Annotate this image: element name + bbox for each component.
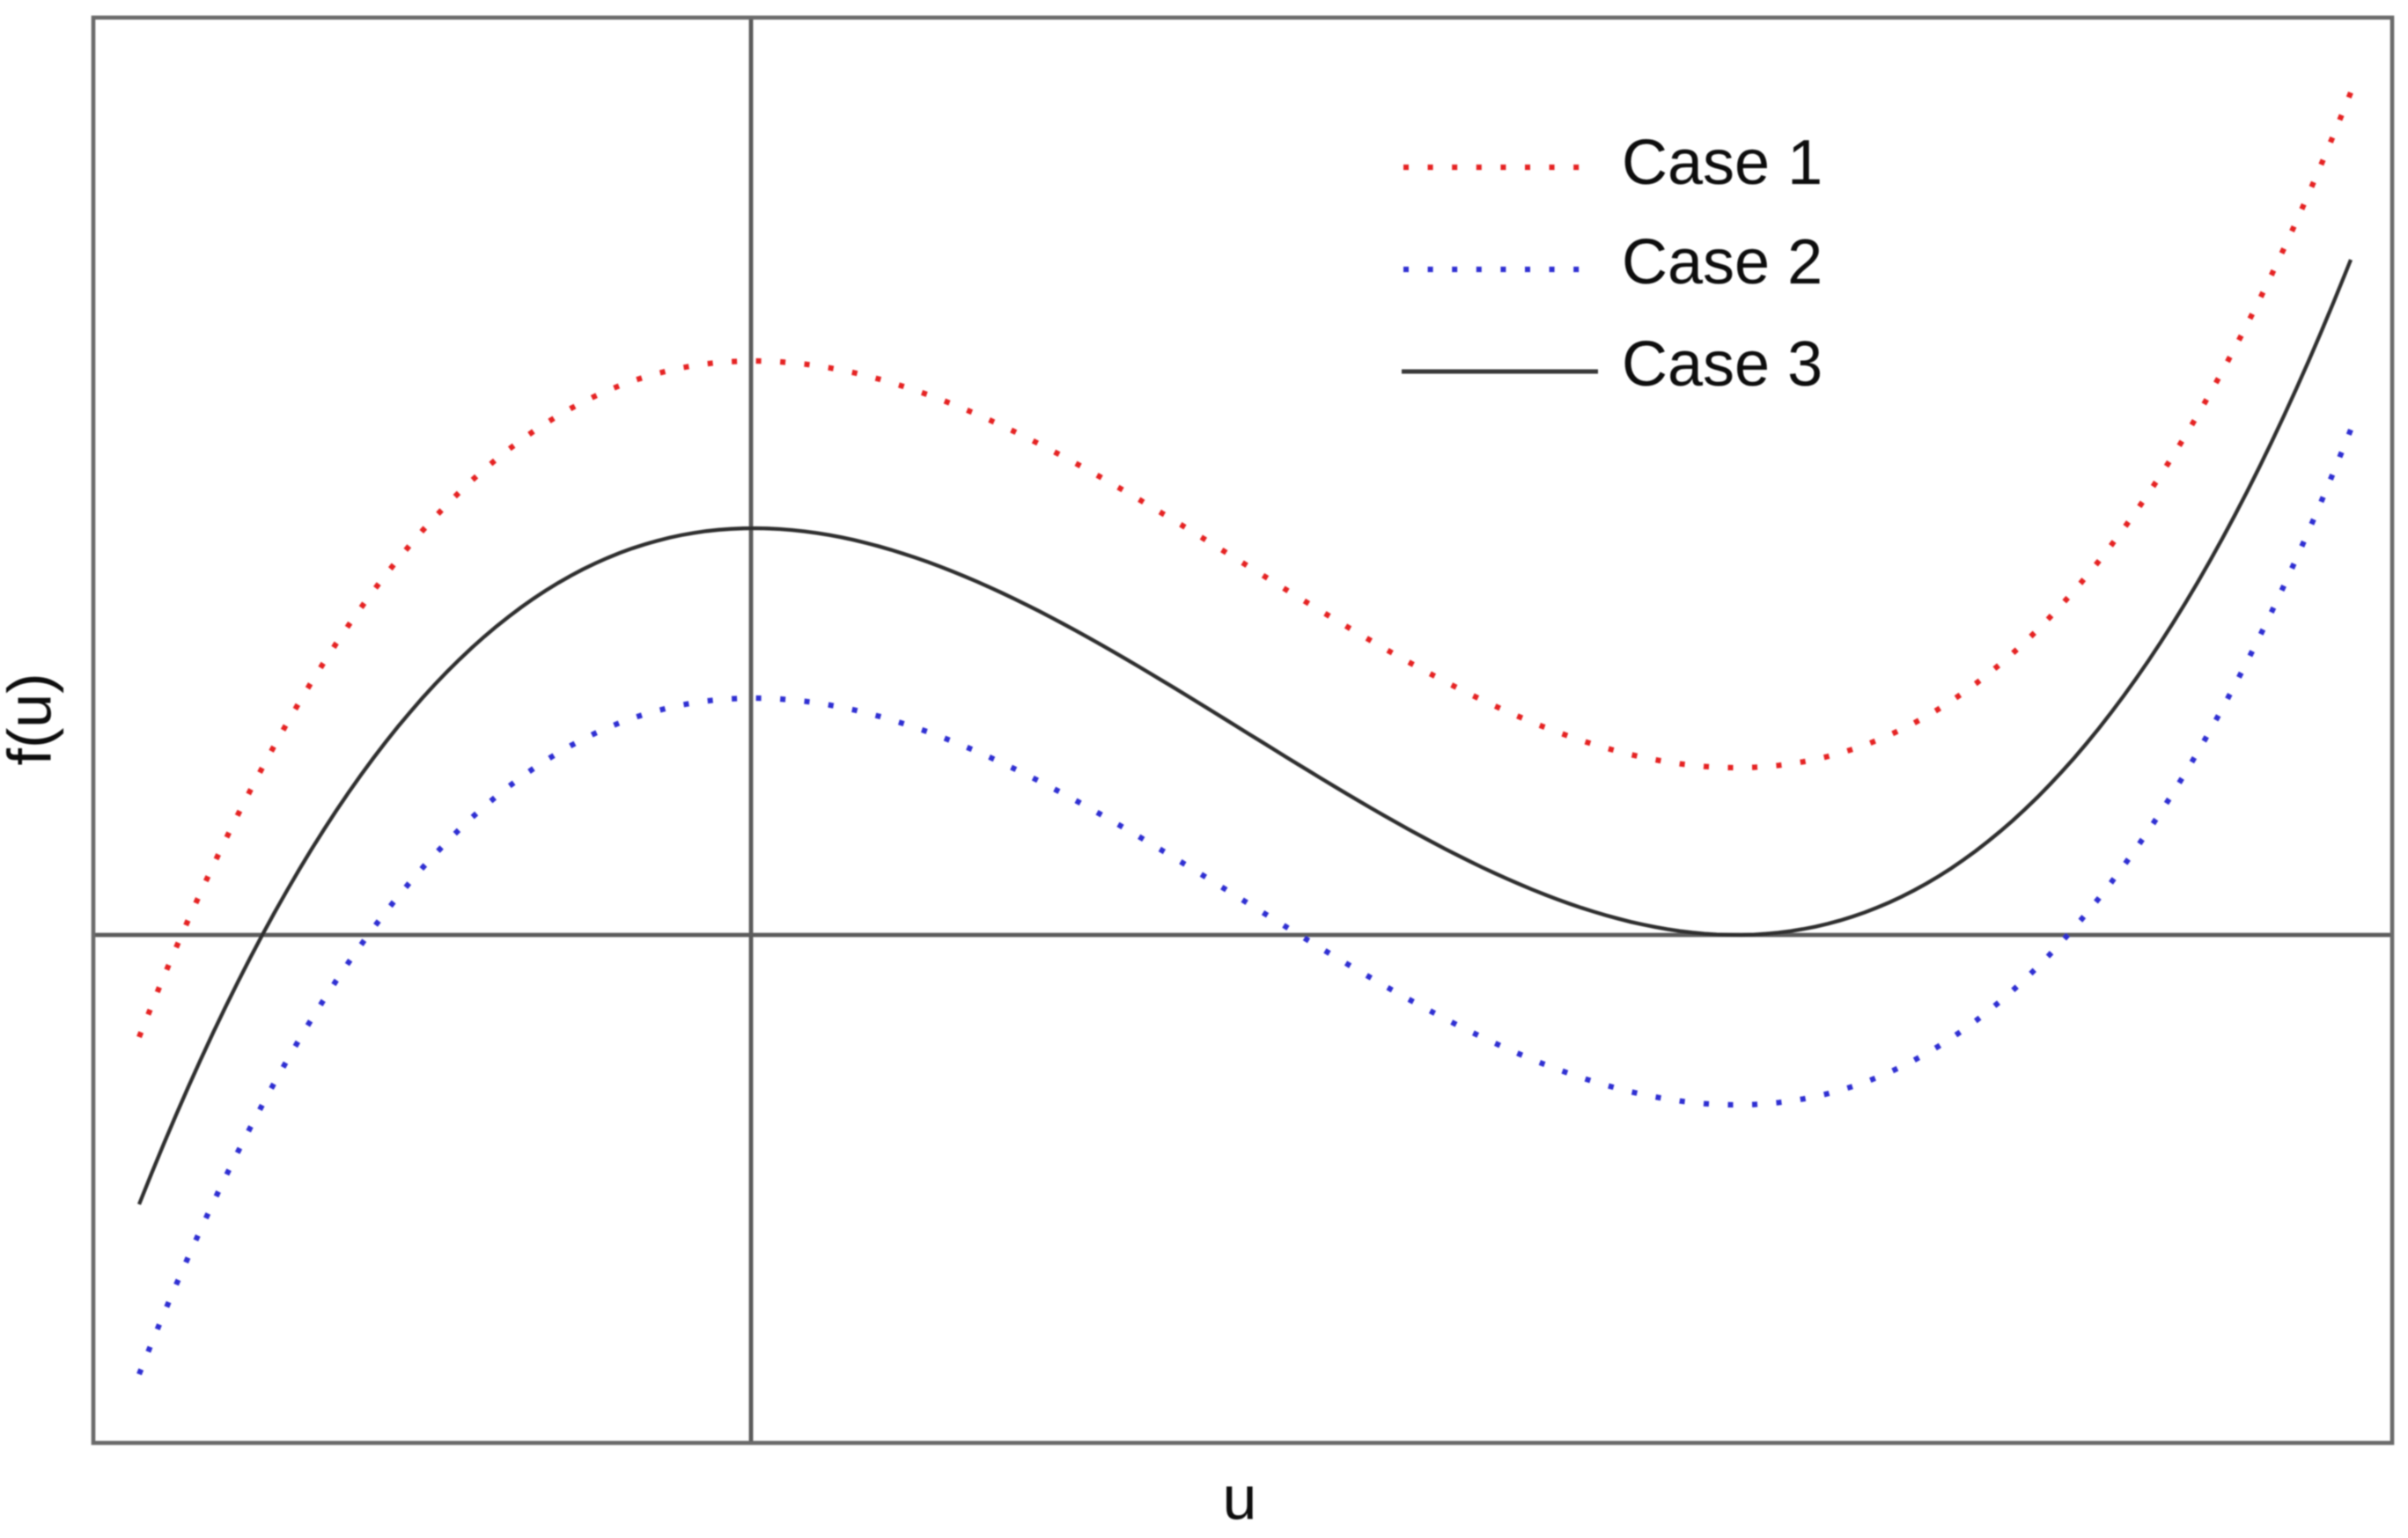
svg-text:f(u): f(u) [0, 673, 63, 766]
svg-text:Case 1: Case 1 [1622, 128, 1823, 198]
svg-text:Case 3: Case 3 [1622, 329, 1823, 400]
svg-text:u: u [1223, 1463, 1257, 1532]
svg-text:Case 2: Case 2 [1622, 227, 1823, 298]
